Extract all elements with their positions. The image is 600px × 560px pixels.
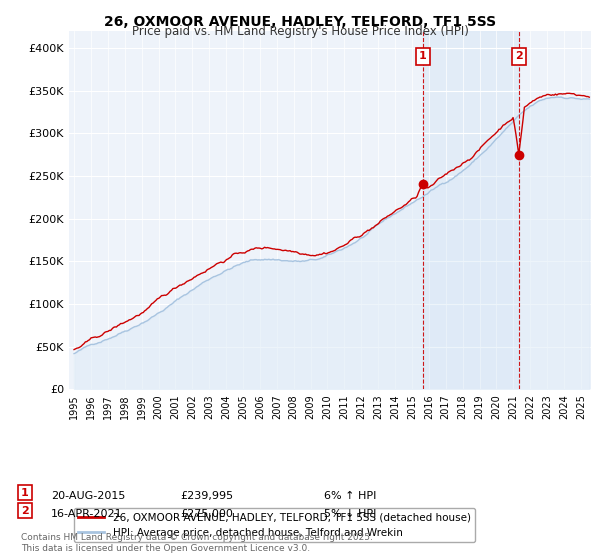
Text: £239,995: £239,995 <box>180 491 233 501</box>
Text: 6% ↑ HPI: 6% ↑ HPI <box>324 491 376 501</box>
Text: Contains HM Land Registry data © Crown copyright and database right 2025.
This d: Contains HM Land Registry data © Crown c… <box>21 533 373 553</box>
Legend: 26, OXMOOR AVENUE, HADLEY, TELFORD, TF1 5SS (detached house), HPI: Average price: 26, OXMOOR AVENUE, HADLEY, TELFORD, TF1 … <box>74 508 475 542</box>
Text: 1: 1 <box>419 52 427 62</box>
Text: 2: 2 <box>515 52 523 62</box>
Text: 2: 2 <box>21 506 29 516</box>
Text: 1: 1 <box>21 488 29 498</box>
Text: 26, OXMOOR AVENUE, HADLEY, TELFORD, TF1 5SS: 26, OXMOOR AVENUE, HADLEY, TELFORD, TF1 … <box>104 15 496 29</box>
Bar <box>423 31 519 389</box>
Text: £275,000: £275,000 <box>180 508 233 519</box>
Text: Price paid vs. HM Land Registry's House Price Index (HPI): Price paid vs. HM Land Registry's House … <box>131 25 469 38</box>
Text: 5% ↓ HPI: 5% ↓ HPI <box>324 508 376 519</box>
Text: 20-AUG-2015: 20-AUG-2015 <box>51 491 125 501</box>
Text: 16-APR-2021: 16-APR-2021 <box>51 508 122 519</box>
